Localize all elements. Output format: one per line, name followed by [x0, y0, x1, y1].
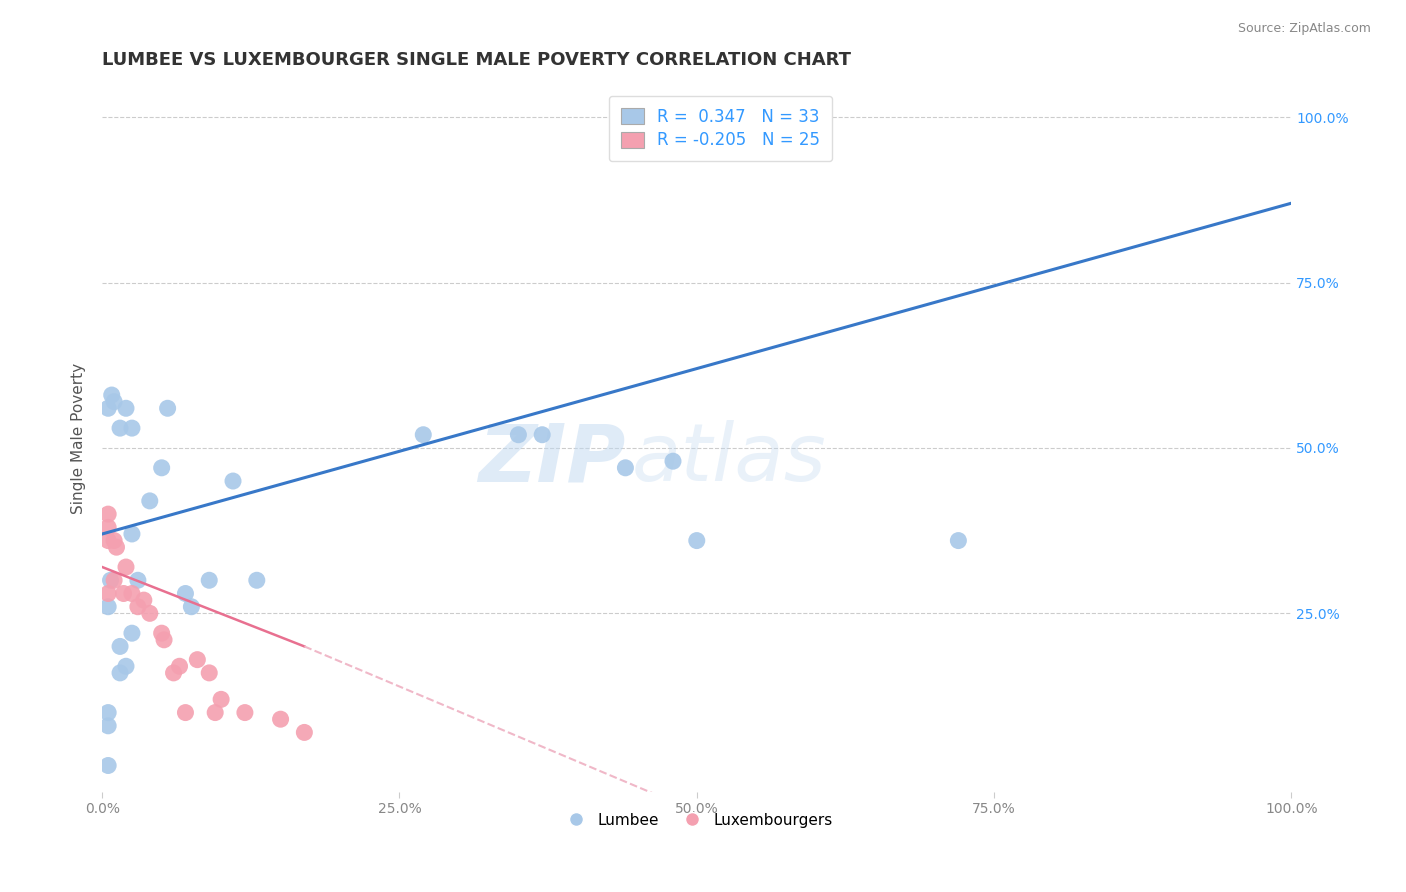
Legend: Lumbee, Luxembourgers: Lumbee, Luxembourgers: [554, 806, 839, 834]
Point: [153, 632, 176, 647]
Point: [97, 719, 120, 733]
Point: [97, 507, 120, 521]
Point: [412, 427, 434, 442]
Text: Source: ZipAtlas.com: Source: ZipAtlas.com: [1237, 22, 1371, 36]
Text: atlas: atlas: [631, 420, 827, 499]
Point: [174, 586, 197, 600]
Point: [121, 586, 143, 600]
Point: [769, 110, 792, 124]
Point: [139, 607, 162, 621]
Point: [127, 599, 149, 614]
Point: [292, 725, 315, 739]
Point: [97, 401, 120, 416]
Point: [162, 665, 184, 680]
Point: [97, 706, 120, 720]
Point: [180, 599, 202, 614]
Point: [115, 401, 138, 416]
Point: [233, 706, 256, 720]
Point: [614, 460, 637, 475]
Point: [115, 659, 138, 673]
Text: ZIP: ZIP: [478, 420, 626, 499]
Point: [127, 574, 149, 588]
Text: LUMBEE VS LUXEMBOURGER SINGLE MALE POVERTY CORRELATION CHART: LUMBEE VS LUXEMBOURGER SINGLE MALE POVER…: [103, 51, 851, 69]
Point: [169, 659, 191, 673]
Point: [97, 599, 120, 614]
Point: [132, 593, 155, 607]
Point: [108, 421, 131, 435]
Point: [662, 454, 685, 468]
Point: [108, 640, 131, 654]
Point: [198, 665, 221, 680]
Point: [150, 626, 173, 640]
Point: [103, 394, 125, 409]
Point: [139, 494, 162, 508]
Point: [121, 421, 143, 435]
Point: [100, 574, 122, 588]
Point: [97, 758, 120, 772]
Point: [222, 474, 245, 488]
Y-axis label: Single Male Poverty: Single Male Poverty: [72, 362, 86, 514]
Point: [150, 460, 173, 475]
Point: [270, 712, 292, 726]
Point: [112, 586, 135, 600]
Point: [97, 586, 120, 600]
Point: [100, 388, 122, 402]
Point: [174, 706, 197, 720]
Point: [686, 533, 709, 548]
Point: [105, 540, 128, 554]
Point: [531, 427, 554, 442]
Point: [97, 520, 120, 534]
Point: [103, 574, 125, 588]
Point: [97, 533, 120, 548]
Point: [121, 527, 143, 541]
Point: [508, 427, 530, 442]
Point: [204, 706, 226, 720]
Point: [115, 560, 138, 574]
Point: [198, 574, 221, 588]
Point: [108, 665, 131, 680]
Point: [209, 692, 232, 706]
Point: [948, 533, 970, 548]
Point: [186, 653, 208, 667]
Point: [103, 533, 125, 548]
Point: [246, 574, 269, 588]
Point: [121, 626, 143, 640]
Point: [156, 401, 179, 416]
